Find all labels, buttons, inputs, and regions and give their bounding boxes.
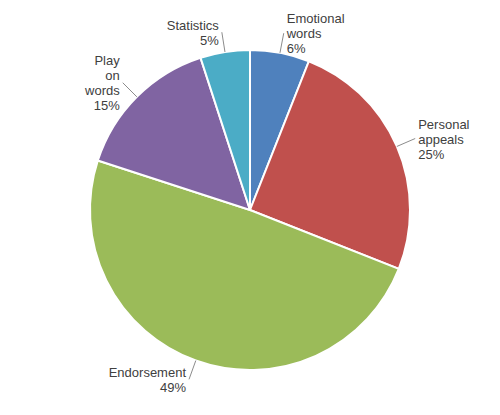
- svg-text:Statistics5%: Statistics5%: [167, 17, 220, 47]
- svg-text:Emotionalwords6%: Emotionalwords6%: [286, 11, 345, 56]
- svg-text:Endorsement49%: Endorsement49%: [109, 364, 187, 394]
- svg-text:Playonwords15%: Playonwords15%: [84, 53, 120, 113]
- svg-text:Personalappeals25%: Personalappeals25%: [418, 116, 469, 161]
